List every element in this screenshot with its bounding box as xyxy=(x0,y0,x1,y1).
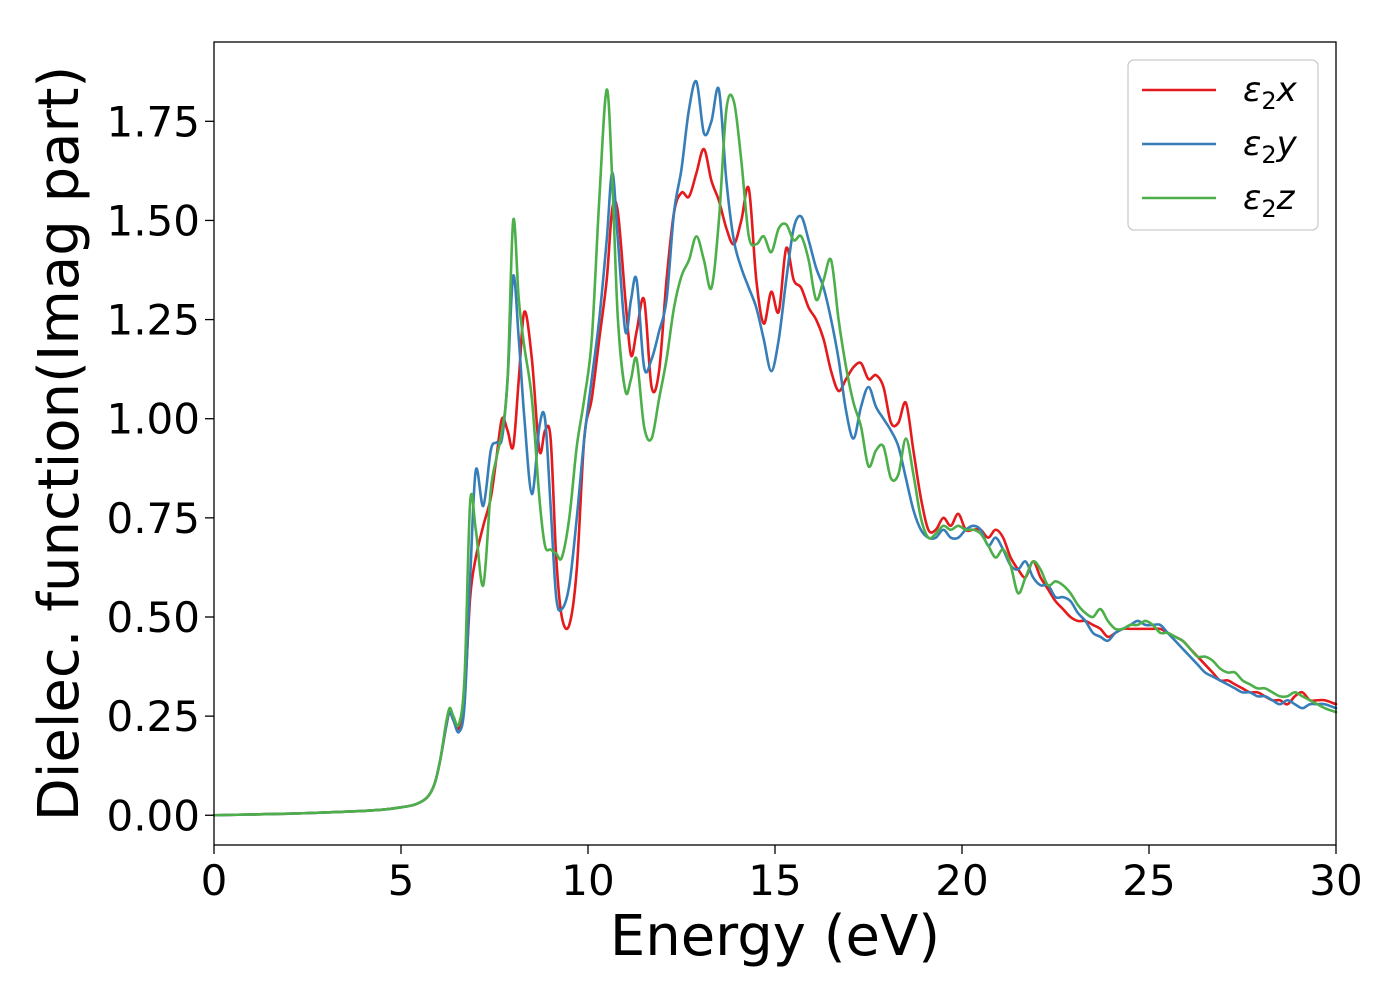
x-tick-label: 15 xyxy=(748,856,801,905)
legend-label-y: ε2y xyxy=(1243,124,1298,169)
series-layer xyxy=(212,79,1338,817)
y-tick-label: 1.50 xyxy=(106,196,200,245)
series-line-x xyxy=(212,147,1338,817)
legend: ε2x ε2y ε2z xyxy=(1127,59,1319,231)
y-tick-label: 1.25 xyxy=(106,296,200,345)
y-tick-label: 0.00 xyxy=(106,791,200,840)
y-axis-title: Dielec. function(Imag part) xyxy=(27,66,92,822)
y-axis: 0.00 0.25 0.50 0.75 1.00 1.25 1.50 1.75 xyxy=(106,97,214,840)
y-tick-label: 1.75 xyxy=(106,97,200,146)
series-line-z xyxy=(212,88,1338,817)
x-tick-label: 10 xyxy=(561,856,614,905)
y-tick-label: 0.25 xyxy=(106,692,200,741)
x-tick-label: 25 xyxy=(1122,856,1175,905)
x-tick-label: 0 xyxy=(201,856,228,905)
x-axis: 0 5 10 15 20 25 30 xyxy=(201,845,1363,905)
legend-label-x: ε2x xyxy=(1243,70,1298,115)
y-tick-label: 1.00 xyxy=(106,395,200,444)
legend-label-z: ε2z xyxy=(1243,178,1296,223)
x-tick-label: 5 xyxy=(388,856,415,905)
y-tick-label: 0.50 xyxy=(106,593,200,642)
legend-box xyxy=(1127,59,1319,231)
x-tick-label: 20 xyxy=(935,856,988,905)
x-tick-label: 30 xyxy=(1309,856,1362,905)
x-axis-title: Energy (eV) xyxy=(610,904,940,969)
y-tick-label: 0.75 xyxy=(106,494,200,543)
